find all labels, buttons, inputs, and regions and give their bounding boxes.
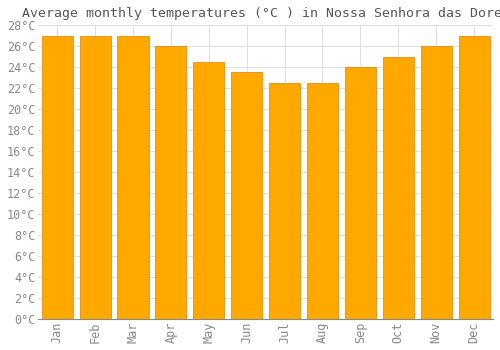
Bar xyxy=(231,72,262,319)
Bar xyxy=(80,36,110,319)
Bar xyxy=(269,83,300,319)
Bar xyxy=(307,83,338,319)
Title: Average monthly temperatures (°C ) in Nossa Senhora das Dores: Average monthly temperatures (°C ) in No… xyxy=(22,7,500,20)
Bar xyxy=(383,57,414,319)
Bar xyxy=(118,36,148,319)
Bar xyxy=(420,46,452,319)
Bar xyxy=(458,36,490,319)
Bar xyxy=(156,46,186,319)
Bar xyxy=(345,67,376,319)
Bar xyxy=(42,36,72,319)
Bar xyxy=(193,62,224,319)
